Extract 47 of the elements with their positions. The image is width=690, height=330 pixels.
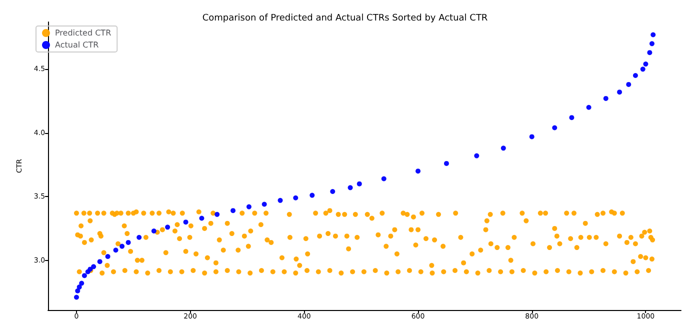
point <box>348 185 353 190</box>
legend-label: Predicted CTR <box>55 28 112 38</box>
point <box>643 62 648 67</box>
point <box>113 248 118 253</box>
point <box>500 146 506 151</box>
point <box>650 32 656 38</box>
point <box>165 224 170 230</box>
point <box>552 125 558 130</box>
point <box>310 192 315 198</box>
point <box>330 188 336 194</box>
point <box>199 216 204 221</box>
point <box>75 288 80 294</box>
point <box>91 264 96 270</box>
point <box>76 284 82 290</box>
point <box>356 181 362 186</box>
point <box>74 294 79 300</box>
point <box>97 259 102 264</box>
point <box>474 153 480 158</box>
point <box>444 160 449 166</box>
point <box>151 228 156 234</box>
point <box>649 41 654 46</box>
point <box>569 115 574 120</box>
point <box>126 240 131 245</box>
point <box>136 234 142 240</box>
point <box>278 198 283 203</box>
point <box>230 208 236 214</box>
point <box>529 134 534 140</box>
point <box>246 204 252 210</box>
point <box>586 104 592 110</box>
point <box>617 90 622 95</box>
point <box>647 50 652 56</box>
point <box>632 73 638 78</box>
point <box>214 212 220 217</box>
point <box>183 220 188 225</box>
point <box>381 176 386 182</box>
point <box>603 96 608 101</box>
point <box>262 202 267 207</box>
point <box>82 273 87 278</box>
point <box>293 195 298 200</box>
chart-title: Comparison of Predicted and Actual CTRs Sorted by Actual CTR <box>202 14 488 24</box>
point <box>626 82 632 87</box>
point <box>105 254 110 259</box>
point <box>416 168 421 174</box>
point <box>120 244 125 249</box>
point <box>640 66 646 72</box>
point <box>79 280 84 286</box>
legend-label: Actual CTR <box>55 40 100 50</box>
